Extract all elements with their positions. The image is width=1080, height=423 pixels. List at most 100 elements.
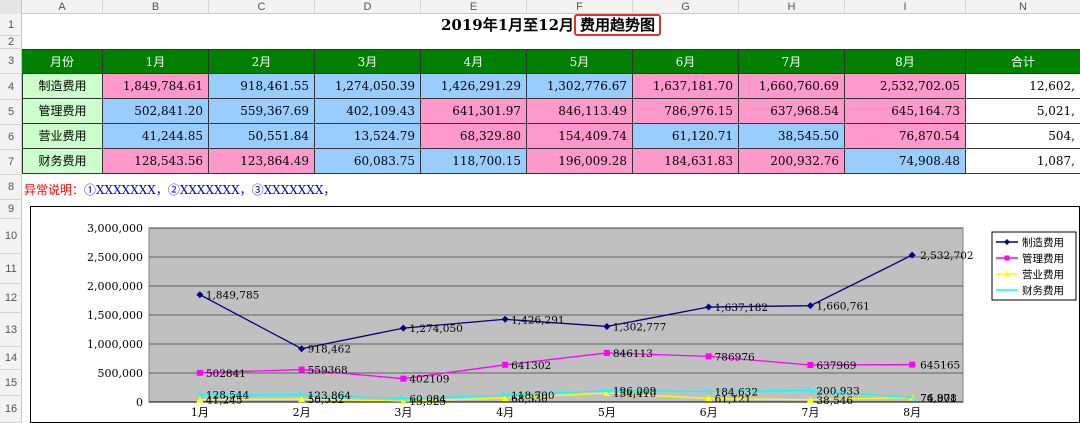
row-header-16[interactable]: 16 xyxy=(0,396,22,423)
data-point xyxy=(705,394,713,402)
value-cell[interactable]: 50,551.84 xyxy=(209,124,315,149)
column-header-g[interactable]: G xyxy=(633,0,739,14)
value-cell[interactable]: 184,631.83 xyxy=(633,149,739,174)
value-cell[interactable]: 74,908.48 xyxy=(845,149,966,174)
value-cell[interactable]: 13,524.79 xyxy=(315,124,421,149)
value-cell[interactable]: 38,545.50 xyxy=(739,124,845,149)
header-cell[interactable]: 5月 xyxy=(527,49,633,74)
value-cell[interactable]: 918,461.55 xyxy=(209,74,315,99)
value-cell[interactable]: 1,637,181.70 xyxy=(633,74,739,99)
value-cell[interactable]: 60,083.75 xyxy=(315,149,421,174)
data-point xyxy=(501,315,509,323)
data-label: 76,871 xyxy=(920,393,957,405)
value-cell[interactable]: 76,870.54 xyxy=(845,124,966,149)
column-header-d[interactable]: D xyxy=(315,0,421,14)
row-header-1[interactable]: 1 xyxy=(0,14,22,36)
x-tick-label: 5月 xyxy=(598,406,616,419)
header-cell[interactable]: 6月 xyxy=(633,49,739,74)
data-label: 1,637,182 xyxy=(715,302,768,314)
sheet-title[interactable]: 2019年1月至12月 费用趋势图 xyxy=(22,14,1080,36)
value-cell[interactable]: 641,301.97 xyxy=(421,99,527,124)
value-cell[interactable]: 1,660,760.69 xyxy=(739,74,845,99)
column-header-f[interactable]: F xyxy=(527,0,633,14)
row-label-cell[interactable]: 制造费用 xyxy=(22,74,103,99)
value-cell[interactable]: 846,113.49 xyxy=(527,99,633,124)
row-header-9[interactable]: 9 xyxy=(0,200,22,219)
header-cell[interactable]: 合计 xyxy=(966,49,1080,74)
row-header-11[interactable]: 11 xyxy=(0,254,22,284)
data-label: 2,532,702 xyxy=(920,250,973,262)
value-cell[interactable]: 402,109.43 xyxy=(315,99,421,124)
column-header-n[interactable]: N xyxy=(1019,1,1027,13)
row-header-12[interactable]: 12 xyxy=(0,284,22,313)
value-cell[interactable]: 154,409.74 xyxy=(527,124,633,149)
value-cell[interactable]: 61,120.71 xyxy=(633,124,739,149)
row-header-2[interactable]: 2 xyxy=(0,36,22,49)
value-cell[interactable]: 502,841.20 xyxy=(103,99,209,124)
value-cell[interactable]: 1,426,291.29 xyxy=(421,74,527,99)
column-header-e[interactable]: E xyxy=(421,0,527,14)
header-cell[interactable]: 8月 xyxy=(845,49,966,74)
row-header-5[interactable]: 5 xyxy=(0,100,22,125)
row-label-cell[interactable]: 财务费用 xyxy=(22,149,103,174)
value-cell[interactable]: 123,864.49 xyxy=(209,149,315,174)
value-cell[interactable]: 1,274,050.39 xyxy=(315,74,421,99)
header-cell[interactable]: 2月 xyxy=(209,49,315,74)
header-cell[interactable]: 1月 xyxy=(103,49,209,74)
row-header-14[interactable]: 14 xyxy=(0,347,22,370)
column-header-bar: A B C D E F G H I N xyxy=(0,0,1080,14)
data-label: 502841 xyxy=(206,368,246,380)
select-all-corner[interactable] xyxy=(0,0,22,14)
data-point xyxy=(399,324,407,332)
value-cell[interactable]: 12,602, xyxy=(966,74,1080,99)
row-header-8[interactable]: 8 xyxy=(0,175,22,200)
value-cell[interactable]: 118,700.15 xyxy=(421,149,527,174)
row-header-13[interactable]: 13 xyxy=(0,313,22,347)
header-cell[interactable]: 3月 xyxy=(315,49,421,74)
expense-trend-chart[interactable]: 3,000,000 2,500,000 2,000,000 1,500,000 1,00… xyxy=(30,206,1080,423)
data-label: 128,544 xyxy=(206,390,250,402)
value-cell[interactable]: 68,329.80 xyxy=(421,124,527,149)
value-cell[interactable]: 2,532,702.05 xyxy=(845,74,966,99)
value-cell[interactable]: 637,968.54 xyxy=(739,99,845,124)
value-cell[interactable]: 645,164.73 xyxy=(845,99,966,124)
row-header-3[interactable]: 3 xyxy=(0,49,22,74)
data-label: 123,864 xyxy=(308,390,352,402)
row-header-7[interactable]: 7 xyxy=(0,150,22,175)
column-header-a[interactable]: A xyxy=(22,0,103,14)
value-cell[interactable]: 41,244.85 xyxy=(103,124,209,149)
value-cell[interactable]: 1,849,784.61 xyxy=(103,74,209,99)
row-header-6[interactable]: 6 xyxy=(0,125,22,150)
value-cell[interactable]: 196,009.28 xyxy=(527,149,633,174)
column-header-b[interactable]: B xyxy=(103,0,209,14)
y-tick-label: 2,000,000 xyxy=(87,280,143,293)
header-cell[interactable]: 4月 xyxy=(421,49,527,74)
column-header-h[interactable]: H xyxy=(739,0,845,14)
data-label: 61,121 xyxy=(715,393,752,405)
data-label: 118,700 xyxy=(511,390,554,402)
value-cell[interactable]: 559,367.69 xyxy=(209,99,315,124)
row-label-cell[interactable]: 营业费用 xyxy=(22,124,103,149)
data-label: 1,849,785 xyxy=(206,290,259,302)
value-cell[interactable]: 786,976.15 xyxy=(633,99,739,124)
column-header-c[interactable]: C xyxy=(209,0,315,14)
value-cell[interactable]: 128,543.56 xyxy=(103,149,209,174)
value-cell[interactable]: 200,932.76 xyxy=(739,149,845,174)
row-header-4[interactable]: 4 xyxy=(0,74,22,100)
header-cell[interactable]: 月份 xyxy=(22,49,103,74)
row-header-15[interactable]: 15 xyxy=(0,370,22,396)
value-cell[interactable]: 1,087, xyxy=(966,149,1080,174)
data-label: 846113 xyxy=(613,348,653,360)
anomaly-note[interactable]: 异常说明：①XXXXXXX，②XXXXXXX，③XXXXXXX， xyxy=(24,181,335,198)
legend-label: 制造费用 xyxy=(1022,236,1064,249)
value-cell[interactable]: 504, xyxy=(966,124,1080,149)
column-header-i[interactable]: I xyxy=(845,0,966,14)
header-cell[interactable]: 7月 xyxy=(739,49,845,74)
data-label: 641302 xyxy=(511,360,551,372)
row-header-10[interactable]: 10 xyxy=(0,219,22,254)
value-cell[interactable]: 1,302,776.67 xyxy=(527,74,633,99)
row-label-cell[interactable]: 管理费用 xyxy=(22,99,103,124)
x-tick-label: 4月 xyxy=(496,406,514,419)
value-cell[interactable]: 5,021, xyxy=(966,99,1080,124)
x-tick-label: 6月 xyxy=(700,406,718,419)
